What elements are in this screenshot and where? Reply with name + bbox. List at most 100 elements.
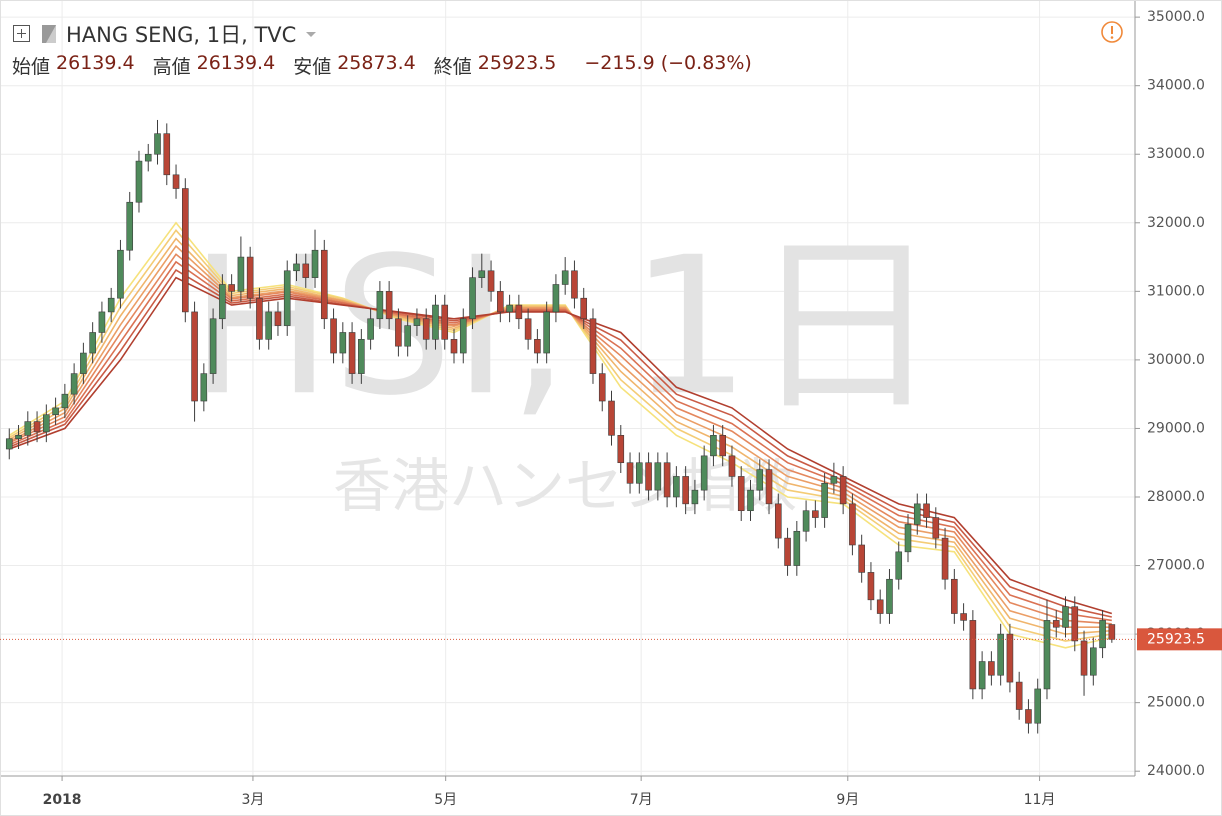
candle-body (1062, 606, 1069, 628)
y-tick-label: 32000.0 (1147, 215, 1205, 231)
candle-body (24, 421, 32, 436)
candle-body (1108, 624, 1116, 640)
candle-body (682, 476, 689, 505)
candle-body (534, 339, 541, 354)
symbol-row: HANG SENG, 1日, TVC (12, 18, 752, 50)
candle-body (107, 297, 115, 313)
candle-body (719, 435, 726, 457)
candle-body (135, 160, 143, 203)
candle-body (182, 188, 189, 313)
header: HANG SENG, 1日, TVC 始値 26139.4 高値 26139.4 安… (12, 18, 752, 79)
candle-body (469, 277, 476, 320)
x-tick-label: 9月 (836, 792, 859, 808)
candle-body (997, 633, 1004, 676)
candle-body (1025, 709, 1032, 724)
candle-body (98, 311, 106, 333)
candle-body (506, 304, 513, 313)
y-tick-label: 25000.0 (1147, 695, 1205, 711)
candle-body (821, 482, 828, 518)
candle-body (311, 249, 319, 278)
candle-body (802, 510, 810, 532)
candle-body (849, 503, 856, 546)
candle-body (274, 311, 282, 326)
candle-body (228, 284, 235, 292)
symbol-title: HANG SENG, 1日, TVC (66, 23, 297, 47)
candle-body (867, 572, 875, 601)
candle-body (52, 407, 59, 416)
candle-body (543, 311, 550, 354)
candle-body (320, 249, 328, 320)
candle-body (61, 393, 69, 409)
y-tick-label: 31000.0 (1147, 283, 1205, 299)
y-tick-label: 30000.0 (1147, 352, 1205, 368)
candle-body (144, 153, 152, 162)
alert-icon[interactable] (1100, 20, 1124, 44)
candle-body (617, 435, 625, 464)
legend-value: 25873.4 (337, 52, 416, 74)
legend-value: 25923.5 (477, 52, 557, 74)
y-tick-label: 35000.0 (1147, 9, 1205, 25)
candle-body (561, 270, 569, 285)
candle-body (960, 613, 967, 621)
candle-body (339, 332, 347, 354)
candle-body (932, 517, 940, 539)
candle-body (413, 318, 421, 326)
y-tick-label: 28000.0 (1147, 489, 1205, 505)
candle-body (1071, 606, 1079, 642)
candle-body (209, 318, 217, 374)
candle-body (117, 249, 124, 299)
candle-body (237, 256, 245, 292)
candle-body (876, 599, 884, 614)
candle-body (886, 578, 893, 614)
candle-body (293, 263, 300, 272)
candle-body (172, 174, 180, 189)
candle-body (580, 297, 588, 320)
candle-body (895, 551, 903, 580)
candle-body (858, 544, 865, 573)
candle-body (524, 318, 532, 340)
candle-body (1080, 640, 1088, 676)
expand-icon[interactable] (12, 24, 32, 44)
candle-body (70, 373, 78, 395)
candle-body (793, 530, 801, 566)
y-tick-label: 27000.0 (1147, 558, 1205, 574)
candle-body (923, 503, 930, 518)
candle-body (459, 318, 467, 354)
candle-body (608, 400, 615, 436)
candle-body (385, 291, 393, 320)
candle-body (246, 256, 254, 299)
candle-body (812, 510, 819, 518)
watermark: 香港ハンセン指数 (333, 452, 797, 520)
candle-body (830, 476, 838, 484)
candle-body (89, 332, 96, 354)
x-tick-label: 3月 (241, 792, 264, 808)
candle-body (1043, 620, 1051, 690)
x-tick-label: 5月 (434, 792, 457, 808)
dropdown-caret[interactable] (304, 29, 318, 39)
candle-body (126, 201, 134, 251)
x-tick-label: 7月 (630, 792, 653, 808)
candle-body (441, 304, 449, 340)
candle-body (988, 661, 995, 676)
candle-body (913, 503, 921, 525)
candle-body (43, 414, 50, 433)
candle-body (691, 489, 699, 505)
candle-body (478, 270, 486, 278)
legend-value: 26139.4 (56, 52, 135, 74)
candle-body (5, 438, 13, 450)
candle-body (1099, 620, 1106, 649)
candle-body (348, 332, 356, 374)
candle-body (765, 469, 773, 505)
candle-body (710, 435, 717, 457)
candle-body (367, 318, 374, 340)
y-tick-label: 24000.0 (1147, 763, 1205, 779)
candle-body (904, 524, 912, 553)
candle-body (941, 537, 949, 580)
y-tick-label: 33000.0 (1147, 146, 1205, 162)
y-tick-label: 34000.0 (1147, 78, 1205, 94)
candle-body (432, 304, 439, 340)
candle-body (515, 304, 523, 320)
candle-body (422, 318, 430, 340)
flag-icon (42, 25, 56, 43)
